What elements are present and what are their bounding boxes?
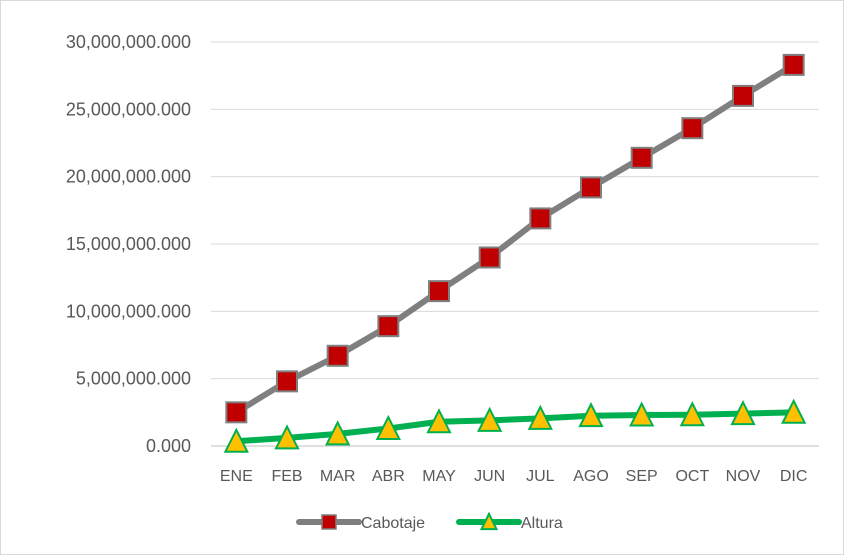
x-tick-label: AGO — [573, 468, 609, 485]
series-altura — [223, 398, 807, 453]
cabotaje-point — [326, 344, 349, 367]
legend-label: Altura — [521, 515, 563, 532]
y-tick-label: 15,000,000.000 — [66, 234, 191, 254]
altura-point — [629, 401, 655, 427]
cabotaje-point — [630, 146, 653, 169]
legend-item-altura: Altura — [456, 511, 563, 532]
y-tick-label: 30,000,000.000 — [66, 32, 191, 52]
legend-marker — [479, 511, 499, 531]
legend-item-cabotaje: Cabotaje — [296, 514, 425, 532]
altura-point — [325, 420, 351, 446]
gridlines — [211, 41, 819, 447]
x-tick-label: NOV — [726, 468, 761, 485]
x-axis-tick-labels: ENE FEB MAR ABR MAY JUN JUL AGO SEP OCT NOV DIC — [220, 468, 808, 485]
altura-point — [223, 427, 249, 453]
x-tick-label: ENE — [220, 468, 253, 485]
altura-point — [477, 406, 503, 432]
y-tick-label: 0.000 — [146, 436, 191, 456]
x-tick-label: JUL — [526, 468, 555, 485]
x-tick-label: SEP — [626, 468, 658, 485]
cabotaje-point — [225, 401, 248, 424]
altura-point — [375, 414, 401, 440]
cabotaje-line — [233, 61, 797, 416]
cabotaje-point — [681, 117, 704, 140]
legend: Cabotaje Altura — [296, 511, 563, 532]
legend-marker — [321, 514, 337, 530]
cabotaje-point — [529, 207, 552, 230]
altura-line — [233, 409, 797, 445]
x-tick-label: DIC — [780, 468, 808, 485]
cabotaje-point — [580, 176, 602, 199]
altura-point — [274, 424, 300, 450]
y-tick-label: 25,000,000.000 — [66, 99, 191, 119]
altura-point — [781, 398, 807, 424]
y-tick-label: 20,000,000.000 — [66, 167, 191, 187]
cabotaje-point — [377, 315, 400, 338]
altura-point — [730, 400, 756, 426]
altura-point — [578, 402, 604, 428]
cabotaje-point — [732, 84, 754, 107]
x-tick-label: MAR — [320, 468, 356, 485]
legend-label: Cabotaje — [361, 515, 425, 532]
altura-point — [426, 408, 452, 434]
cabotaje-point — [276, 370, 298, 393]
altura-point — [679, 401, 705, 427]
altura-point — [527, 404, 553, 430]
cabotaje-point — [478, 246, 501, 269]
series-cabotaje — [225, 53, 805, 424]
x-tick-label: MAY — [422, 468, 456, 485]
cabotaje-point — [782, 53, 805, 76]
cabotaje-point — [428, 280, 450, 303]
y-tick-label: 10,000,000.000 — [66, 301, 191, 321]
x-tick-label: ABR — [372, 468, 405, 485]
x-tick-label: JUN — [474, 468, 505, 485]
x-tick-label: OCT — [675, 468, 709, 485]
y-axis-tick-labels: 0.000 5,000,000.000 10,000,000.000 15,000,0… — [66, 32, 191, 456]
x-tick-label: FEB — [271, 468, 302, 485]
y-tick-label: 5,000,000.000 — [76, 369, 191, 389]
series-layer — [223, 53, 807, 453]
